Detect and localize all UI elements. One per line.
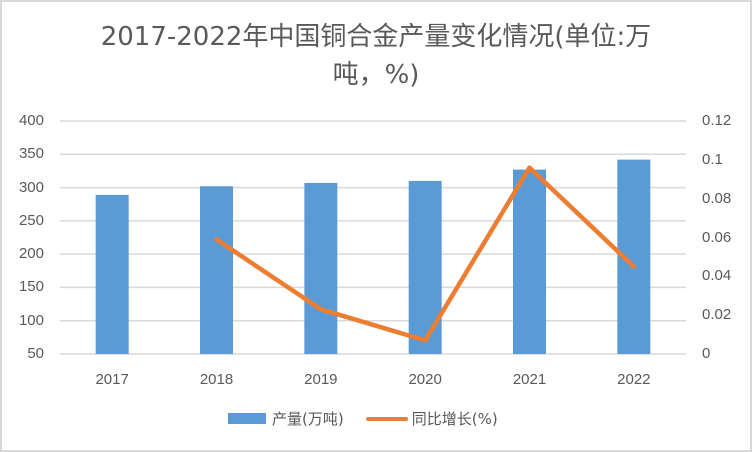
y-right-tick-label: 0.04 [702, 267, 732, 285]
y-left-tick-label: 200 [18, 245, 44, 263]
x-tick-label: 2017 [95, 371, 129, 388]
bar-2021[interactable] [513, 169, 546, 354]
chart-title-line-2: 吨，%) [332, 60, 420, 90]
legend: 产量(万吨) 同比增长(%) [228, 408, 520, 429]
y-right-tick-label: 0.08 [702, 189, 732, 207]
legend-label-production: 产量(万吨) [272, 410, 344, 428]
y-left-tick-label: 400 [18, 112, 44, 129]
y-right-tick-label: 0.12 [702, 112, 732, 129]
y-right-tick-label: 0 [702, 345, 711, 362]
legend-bar-swatch [228, 413, 266, 424]
legend-item-production[interactable]: 产量(万吨) [228, 408, 344, 429]
y-right-tick-label: 0.1 [702, 150, 723, 168]
x-tick-label: 2020 [408, 371, 442, 388]
y-right-tick-label: 0.06 [702, 228, 732, 246]
x-tick-label: 2021 [512, 371, 547, 388]
y-left-tick-label: 250 [18, 211, 44, 229]
legend-line-swatch [365, 416, 408, 421]
y-left-tick-label: 100 [18, 311, 44, 329]
bar-2017[interactable] [95, 194, 129, 354]
bar-2019[interactable] [304, 182, 338, 354]
bar-2018[interactable] [200, 186, 233, 354]
chart-title-line-1: 2017-2022年中国铜合金产量变化情况(单位:万 [100, 22, 652, 52]
y-left-tick-label: 350 [18, 145, 44, 163]
legend-item-growth[interactable]: 同比增长(%) [365, 408, 498, 429]
legend-label-growth: 同比增长(%) [411, 410, 498, 428]
y-left-tick-label: 150 [18, 278, 44, 296]
bar-2020[interactable] [408, 180, 442, 354]
y-right-tick-label: 0.02 [702, 306, 732, 324]
x-tick-label: 2019 [304, 371, 338, 388]
x-tick-label: 2018 [199, 371, 234, 388]
y-left-tick-label: 300 [18, 178, 44, 196]
growth-line[interactable] [214, 165, 637, 343]
y-left-tick-label: 50 [27, 345, 44, 362]
chart-title: 2017-2022年中国铜合金产量变化情况(单位:万 吨，%) [0, 18, 752, 94]
x-tick-label: 2022 [617, 371, 651, 388]
